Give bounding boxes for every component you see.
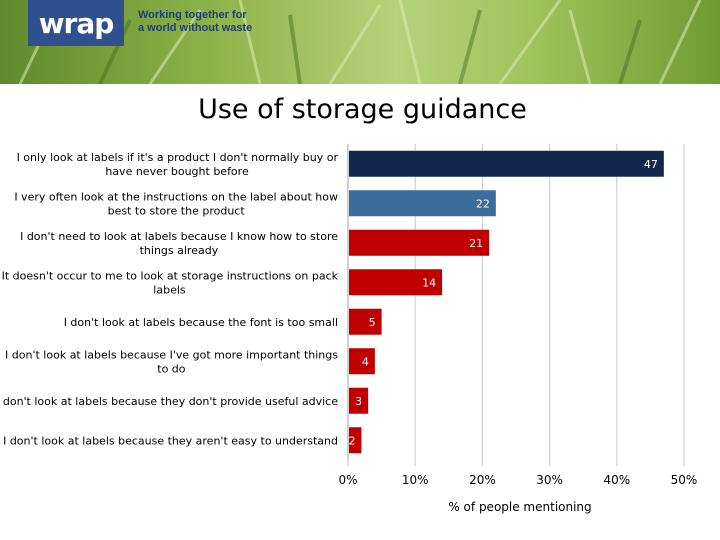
wrap-logo: wrap — [28, 0, 124, 46]
bar-value-label: 22 — [476, 197, 490, 210]
category-label: It doesn't occur to me to look at storag… — [2, 269, 339, 282]
category-label: labels — [153, 283, 186, 296]
bar-value-label: 5 — [369, 316, 376, 329]
category-label: I don't need to look at labels because I… — [20, 230, 338, 243]
bar — [349, 229, 490, 256]
x-tick-label: 0% — [338, 473, 357, 487]
bar — [349, 308, 382, 335]
logo-text: wrap — [38, 6, 115, 40]
category-label: I don't look at labels because they don'… — [0, 395, 338, 408]
category-label: I only look at labels if it's a product … — [17, 151, 339, 164]
x-axis-label: % of people mentioning — [448, 500, 592, 514]
category-label: I very often look at the instructions on… — [14, 190, 338, 203]
category-label: to do — [157, 362, 186, 375]
category-label: things already — [140, 244, 219, 257]
grass-background — [18, 0, 702, 84]
x-tick-label: 30% — [536, 473, 563, 487]
bar — [349, 150, 664, 177]
bar-value-label: 4 — [362, 355, 369, 368]
category-label: I don't look at labels because I've got … — [5, 348, 338, 361]
x-tick-label: 40% — [603, 473, 630, 487]
tagline-line-2: a world without waste — [138, 22, 253, 34]
bar — [349, 387, 369, 414]
bar-value-label: 3 — [355, 395, 362, 408]
bar — [349, 190, 496, 217]
category-label: I don't look at labels because they aren… — [3, 434, 338, 447]
bar — [349, 269, 443, 296]
chart-title: Use of storage guidance — [198, 94, 527, 125]
tagline-line-1: Working together for — [138, 9, 247, 21]
tagline: Working together for a world without was… — [138, 9, 252, 35]
x-tick-label: 50% — [671, 473, 698, 487]
bar — [349, 427, 362, 454]
category-label: best to store the product — [108, 204, 246, 217]
x-tick-label: 20% — [469, 473, 496, 487]
category-label: have never bought before — [105, 165, 249, 178]
bar — [349, 348, 375, 375]
header-banner: wrap Working together for a world withou… — [0, 0, 720, 84]
bar-value-label: 21 — [469, 237, 483, 250]
x-tick-label: 10% — [402, 473, 429, 487]
bar-value-label: 2 — [348, 434, 355, 447]
bar-value-label: 47 — [644, 158, 658, 171]
bar-value-label: 14 — [422, 276, 436, 289]
category-label: I don't look at labels because the font … — [64, 316, 338, 329]
